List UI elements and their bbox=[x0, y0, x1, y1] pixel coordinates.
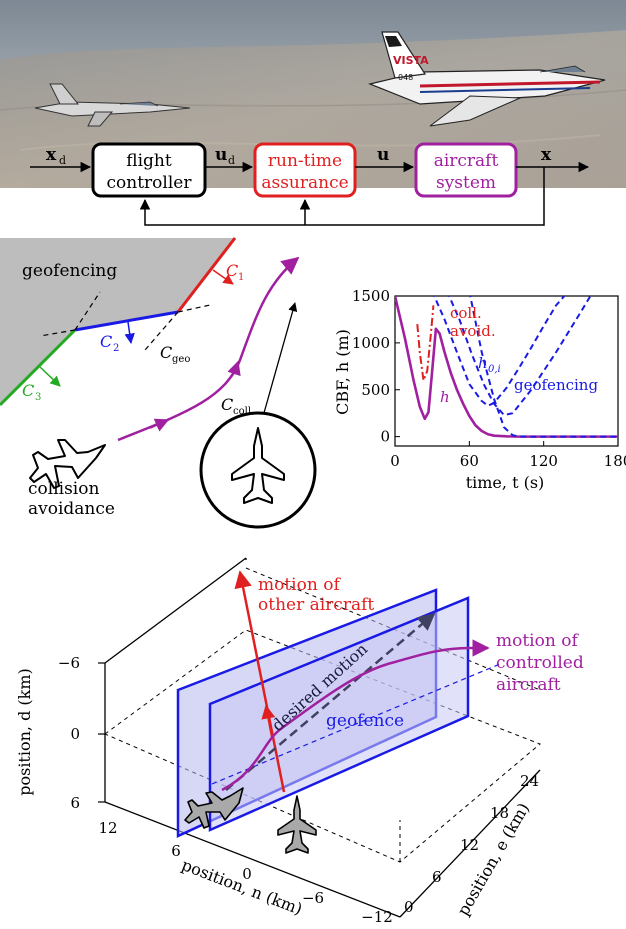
box-dashed bbox=[104, 567, 541, 863]
e-tick-3: 18 bbox=[490, 804, 509, 822]
series-line-3 bbox=[448, 296, 592, 417]
signal-ud-sub: d bbox=[228, 154, 235, 167]
y-tick-label: 0 bbox=[380, 428, 390, 446]
vista-tail-number: 048 bbox=[398, 73, 413, 82]
chart-x-label: time, t (s) bbox=[466, 473, 545, 492]
series-line-1 bbox=[416, 305, 435, 382]
c2-label: C bbox=[100, 332, 112, 351]
aircraft-label-1: aircraft bbox=[434, 151, 499, 171]
collision-avoidance-label-1: collision bbox=[28, 479, 99, 499]
aircraft-system-block bbox=[414, 142, 518, 198]
t38-aircraft-image bbox=[34, 83, 191, 127]
chart-plot-area bbox=[394, 295, 619, 447]
vista-f16-aircraft-image: VISTA 048 bbox=[368, 31, 606, 127]
coll-avoid-label-1: coll. bbox=[450, 304, 482, 322]
n-tick-2: 0 bbox=[242, 865, 252, 883]
e-tick-0: 0 bbox=[404, 898, 414, 916]
c-geo-label: C bbox=[160, 343, 172, 362]
c-geo-sub: geo bbox=[172, 354, 190, 365]
c-coll-sub: coll bbox=[233, 406, 251, 417]
x-tick-label: 60 bbox=[460, 452, 479, 470]
y-tick-label: 1500 bbox=[352, 287, 390, 305]
rta-label-1: run-time bbox=[268, 151, 342, 171]
controlled-aircraft-label-3: aircraft bbox=[496, 675, 561, 695]
other-aircraft-label-1: motion of bbox=[258, 575, 341, 595]
x-tick-label: 0 bbox=[390, 452, 400, 470]
controlled-aircraft-label-1: motion of bbox=[496, 631, 579, 651]
box-frame bbox=[104, 557, 541, 918]
n-tick-1: 6 bbox=[171, 842, 181, 860]
x-tick-label: 120 bbox=[529, 452, 558, 470]
c3-sub: 3 bbox=[35, 392, 41, 403]
c1-label: C bbox=[226, 261, 238, 280]
y-tick-label: 1000 bbox=[352, 334, 390, 352]
block-diagram: x d flight controller u d run-time assur… bbox=[30, 142, 590, 226]
e-tick-4: 24 bbox=[520, 772, 539, 790]
d-tick-0: −6 bbox=[58, 654, 80, 672]
controlled-aircraft-label-2: controlled bbox=[496, 653, 584, 673]
series-line-0 bbox=[395, 296, 618, 438]
other-aircraft-3d-icon bbox=[277, 795, 317, 854]
chart-y-label: CBF, h (m) bbox=[333, 329, 352, 415]
signal-u-label: u bbox=[377, 145, 389, 165]
signal-ud-label: u bbox=[215, 145, 227, 165]
flight-controller-label-2: controller bbox=[107, 173, 193, 193]
coll-avoid-label-2: avoid. bbox=[450, 322, 496, 340]
signal-x-label: x bbox=[541, 145, 552, 165]
signal-xd-sub: d bbox=[59, 154, 66, 167]
e-tick-1: 6 bbox=[432, 868, 442, 886]
y-tick-label: 500 bbox=[361, 381, 390, 399]
scene-3d: motion of other aircraft motion of contr… bbox=[15, 557, 584, 926]
n-tick-3: −6 bbox=[302, 889, 324, 907]
e-tick-2: 12 bbox=[460, 836, 479, 854]
run-time-assurance-block bbox=[253, 142, 357, 198]
h-label: h bbox=[440, 388, 450, 406]
controlled-aircraft-icon bbox=[29, 439, 106, 489]
x-tick-label: 180 bbox=[604, 452, 626, 470]
aircraft-label-2: system bbox=[436, 173, 496, 193]
other-aircraft-label-2: other aircraft bbox=[258, 595, 374, 615]
c2-sub: 2 bbox=[113, 343, 119, 354]
c-coll-label: C bbox=[221, 395, 233, 414]
cbf-chart: 0 60 120 180 0 500 1000 1500 CBF, h (m) time, t… bbox=[333, 287, 626, 492]
geofencing-chart-label: geofencing bbox=[514, 376, 598, 394]
geofence-plane-front bbox=[208, 596, 470, 832]
c1-sub: 1 bbox=[238, 272, 244, 283]
h0i-label: h bbox=[478, 354, 488, 372]
h0i-sub: 0,i bbox=[488, 364, 501, 375]
collision-avoidance-label-2: avoidance bbox=[28, 499, 115, 519]
flight-controller-label-1: flight bbox=[126, 151, 172, 171]
vista-tail-text: VISTA bbox=[393, 54, 429, 67]
axis-d-label: position, d (km) bbox=[15, 668, 34, 796]
geofence-label: geofence bbox=[326, 711, 404, 731]
d-tick-1: 0 bbox=[70, 725, 80, 743]
d-tick-2: 6 bbox=[70, 794, 80, 812]
geofencing-label: geofencing bbox=[22, 261, 117, 281]
rta-label-2: assurance bbox=[261, 173, 348, 193]
n-tick-4: −12 bbox=[361, 908, 393, 926]
series-line-4 bbox=[469, 296, 618, 438]
intruder-aircraft-icon bbox=[231, 427, 285, 504]
signal-xd-label: x bbox=[46, 145, 57, 165]
controlled-aircraft-3d-icon bbox=[184, 787, 244, 829]
flight-controller-block bbox=[91, 142, 207, 198]
n-tick-0: 12 bbox=[98, 819, 117, 837]
c3-label: C bbox=[22, 381, 34, 400]
geofence-sketch: geofencing C 1 C 2 C 3 C geo C coll bbox=[0, 237, 317, 529]
